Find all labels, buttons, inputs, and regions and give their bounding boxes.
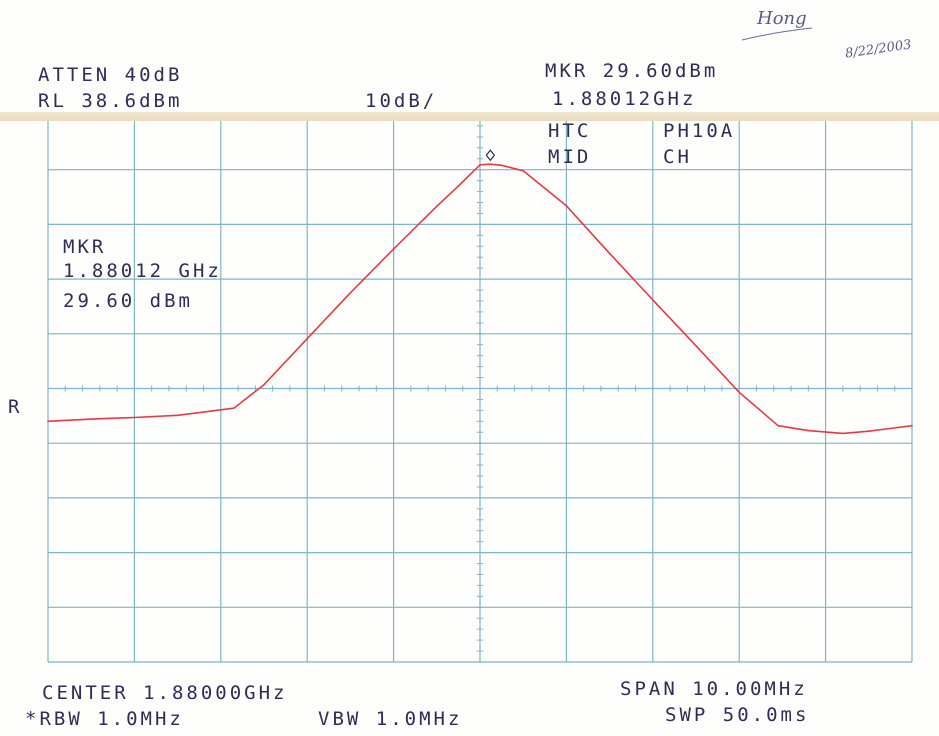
trace-point [349, 291, 352, 294]
device-label-ph10a: PH10A [663, 120, 736, 142]
trace-point [176, 414, 179, 417]
marker-box-frequency: 1.88012 GHz [63, 260, 222, 282]
trace-point [868, 430, 870, 432]
trace-point [842, 432, 844, 435]
left-indicator-r: R [8, 396, 23, 418]
reference-level-label: RL 38.6dBm [38, 90, 183, 112]
trace-point [263, 383, 265, 386]
trace-point [306, 337, 309, 340]
vbw-label: VBW 1.0MHz [318, 708, 463, 730]
trace-point [608, 252, 611, 255]
grid [47, 114, 913, 663]
paper-tear-strip [0, 112, 939, 121]
trace-point [807, 429, 810, 432]
marker-level-label: MKR 29.60dBm [545, 60, 719, 82]
trace-point [90, 418, 92, 420]
trace-point [392, 248, 395, 250]
trace-point [479, 163, 481, 166]
handwritten-underline [741, 27, 813, 41]
marker-frequency-label: 1.88012GHz [552, 88, 697, 110]
sweep-label: SWP 50.0ms [665, 704, 810, 726]
trace-point [500, 164, 503, 167]
trace-point [695, 345, 697, 347]
scale-label: 10dB/ [365, 90, 438, 112]
handwritten-name: Hong [757, 8, 807, 29]
device-label-htc: HTC [548, 120, 592, 142]
trace-point [565, 205, 568, 207]
rbw-label: *RBW 1.0MHz [25, 708, 184, 730]
marker-box-title: MKR [63, 236, 107, 258]
attenuation-label: ATTEN 40dB [38, 64, 183, 86]
trace-point [457, 185, 460, 187]
channel-label-mid: MID [548, 146, 592, 168]
trace-point [232, 407, 235, 409]
marker-diamond-icon [485, 149, 496, 162]
channel-label-ch: CH [663, 146, 692, 168]
trace-point [436, 205, 438, 208]
center-frequency-label: CENTER 1.88000GHz [42, 682, 288, 704]
trace-point [133, 416, 136, 419]
marker-box-level: 29.60 dBm [63, 290, 193, 312]
span-label: SPAN 10.00MHz [620, 678, 808, 700]
trace-point [47, 420, 49, 423]
trace-point [911, 424, 913, 427]
marker-layer [485, 27, 813, 162]
trace-point [652, 299, 654, 301]
trace-point [777, 424, 779, 427]
trace-layer [47, 163, 913, 435]
trace-point [522, 169, 524, 172]
trace-point [489, 163, 492, 166]
trace-point [738, 391, 740, 394]
